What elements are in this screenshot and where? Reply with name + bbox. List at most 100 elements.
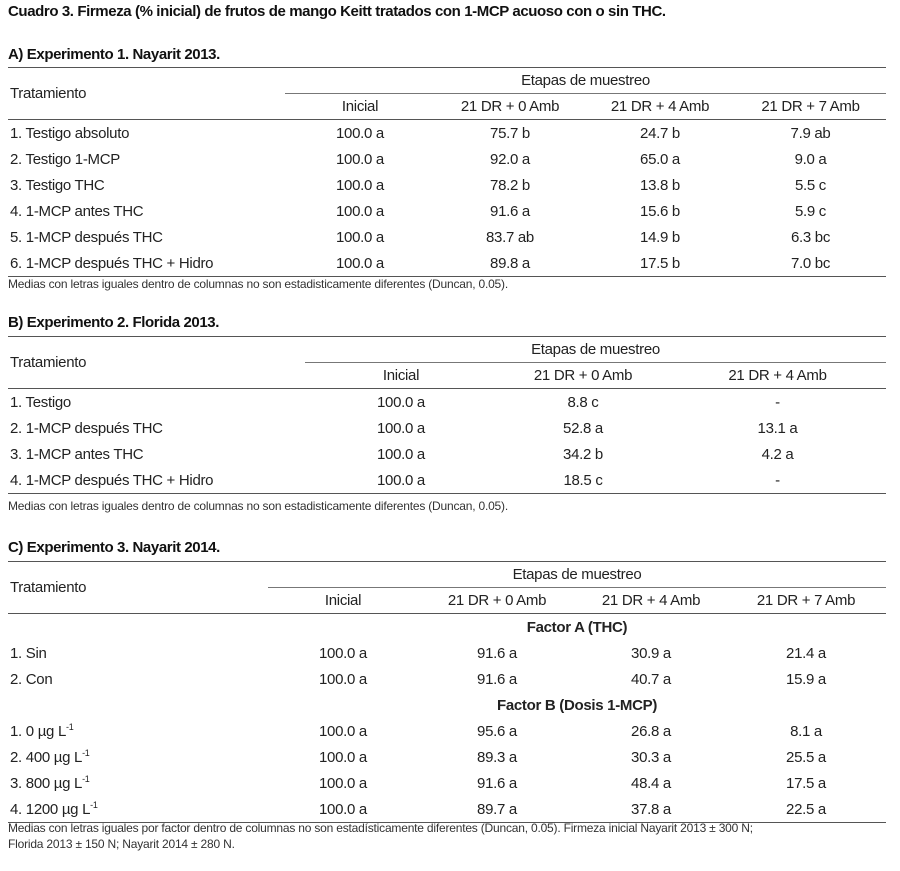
treatment-label: 1. 0 µg L-1	[8, 718, 268, 744]
cell-text: 13.1 a	[757, 419, 798, 437]
note-line: Florida 2013 ± 150 N; Nayarit 2014 ± 280…	[8, 837, 235, 851]
table-row: 1. Sin 100.0 a 91.6 a 30.9 a 21.4 a	[8, 640, 886, 666]
cell-text: 100.0 a	[336, 254, 384, 272]
cell-value: 52.8 a	[497, 415, 669, 441]
cell-text: 2. Con	[10, 670, 53, 688]
table-row: 4. 1-MCP antes THC 100.0 a 91.6 a 15.6 b 5.9…	[8, 198, 886, 224]
cell-text: 17.5 a	[786, 774, 826, 792]
col-header: 21 DR + 0 Amb	[460, 98, 560, 115]
cell-value: -	[669, 467, 886, 494]
cell-text: 13.8 b	[640, 176, 680, 194]
col-header: Inicial	[324, 592, 362, 609]
cell-value: 22.5 a	[726, 796, 886, 823]
unit-exponent: -1	[82, 774, 90, 784]
treatment-label: 3. 1-MCP antes THC	[8, 441, 305, 467]
cell-value: 37.8 a	[576, 796, 726, 823]
cell-text: 1. Sin	[10, 644, 47, 662]
cell-value: 100.0 a	[305, 415, 497, 441]
cell-text: 3. Testigo THC	[10, 176, 105, 194]
section-c-heading: C) Experimento 3. Nayarit 2014.	[8, 539, 220, 556]
cell-text: 100.0 a	[377, 445, 425, 463]
unit-exponent: -1	[66, 722, 74, 732]
cell-value: 95.6 a	[418, 718, 576, 744]
table-row: 1. 0 µg L-1 100.0 a 95.6 a 26.8 a 8.1 a	[8, 718, 886, 744]
treatment-label: 6. 1-MCP después THC + Hidro	[8, 250, 285, 277]
cell-value: 25.5 a	[726, 744, 886, 770]
table-row: 2. Testigo 1-MCP 100.0 a 92.0 a 65.0 a 9.0 a	[8, 146, 886, 172]
cell-text: 95.6 a	[477, 722, 517, 740]
table-row: 1. Testigo 100.0 a 8.8 c -	[8, 389, 886, 416]
cell-text: 100.0 a	[319, 774, 367, 792]
cell-text: 100.0 a	[319, 670, 367, 688]
cell-value: 21.4 a	[726, 640, 886, 666]
cell-value: 18.5 c	[497, 467, 669, 494]
cell-value: 5.9 c	[735, 198, 886, 224]
unit: µg L	[37, 723, 67, 740]
cell-text: 6.3 bc	[790, 228, 831, 246]
cell-value: 100.0 a	[268, 744, 418, 770]
cell-value: 100.0 a	[285, 146, 435, 172]
cell-value: 8.8 c	[497, 389, 669, 416]
cell-text: 3. 800	[10, 775, 50, 792]
cell-value: 7.9 ab	[735, 120, 886, 147]
col-header: 21 DR + 0 Amb	[447, 592, 547, 609]
cell-text: 22.5 a	[786, 800, 826, 818]
group-header: Etapas de muestreo	[305, 336, 886, 363]
cell-text: 1. Testigo	[10, 393, 71, 411]
cell-value: 89.8 a	[435, 250, 585, 277]
cell-text: 100.0 a	[319, 644, 367, 662]
col-header: 21 DR + 0 Amb	[533, 367, 633, 384]
section-b-heading: B) Experimento 2. Florida 2013.	[8, 314, 220, 331]
cell-value: 100.0 a	[285, 198, 435, 224]
cell-text: 100.0 a	[377, 419, 425, 437]
cell-text: 92.0 a	[490, 150, 530, 168]
cell-value: 89.3 a	[418, 744, 576, 770]
cell-text: 26.8 a	[631, 722, 671, 740]
cell-value: 17.5 a	[726, 770, 886, 796]
cell-text: 91.6 a	[477, 670, 517, 688]
table-experiment-1: Tratamiento Etapas de muestreo Inicial 21…	[8, 67, 886, 277]
cell-text: 21.4 a	[786, 644, 826, 662]
cell-value: 100.0 a	[285, 172, 435, 198]
cell-text: 48.4 a	[631, 774, 671, 792]
col-header: 21 DR + 4 Amb	[610, 98, 710, 115]
treatment-label: 2. 1-MCP después THC	[8, 415, 305, 441]
cell-text: 18.5 c	[563, 471, 603, 489]
cell-value: 30.3 a	[576, 744, 726, 770]
cell-text: 1. 0	[10, 723, 34, 740]
cell-text: 8.1 a	[790, 722, 822, 740]
factor-label: Factor A (THC)	[526, 618, 628, 636]
cell-value: 6.3 bc	[735, 224, 886, 250]
cell-text: 100.0 a	[319, 800, 367, 818]
cell-value: 24.7 b	[585, 120, 735, 147]
cell-value: 5.5 c	[735, 172, 886, 198]
table-experiment-2: Tratamiento Etapas de muestreo Inicial 21…	[8, 336, 886, 494]
cell-text: 1. Testigo absoluto	[10, 124, 130, 142]
cell-value: 13.1 a	[669, 415, 886, 441]
cell-text: 37.8 a	[631, 800, 671, 818]
cell-value: 91.6 a	[418, 770, 576, 796]
cell-text: 40.7 a	[631, 670, 671, 688]
cell-value: 65.0 a	[585, 146, 735, 172]
cell-value: 7.0 bc	[735, 250, 886, 277]
cell-text: 89.8 a	[490, 254, 530, 272]
table-row: 3. 800 µg L-1 100.0 a 91.6 a 48.4 a 17.5 a	[8, 770, 886, 796]
cell-value: 17.5 b	[585, 250, 735, 277]
cell-value: 100.0 a	[305, 467, 497, 494]
cell-value: 100.0 a	[285, 120, 435, 147]
cell-value: 89.7 a	[418, 796, 576, 823]
cell-text: 14.9 b	[640, 228, 680, 246]
cell-text: 15.6 b	[640, 202, 680, 220]
cell-value: 75.7 b	[435, 120, 585, 147]
factor-label: Factor B (Dosis 1-MCP)	[496, 696, 658, 714]
cell-value: 100.0 a	[268, 796, 418, 823]
cell-text: 7.0 bc	[790, 254, 831, 272]
unit-exponent: -1	[82, 748, 90, 758]
cell-value: 48.4 a	[576, 770, 726, 796]
unit: µg L	[53, 775, 83, 792]
cell-text: 7.9 ab	[790, 124, 831, 142]
cell-value: 34.2 b	[497, 441, 669, 467]
unit-exponent: -1	[90, 800, 98, 810]
treatment-label: 4. 1200 µg L-1	[8, 796, 268, 823]
section-a-heading: A) Experimento 1. Nayarit 2013.	[8, 46, 220, 63]
